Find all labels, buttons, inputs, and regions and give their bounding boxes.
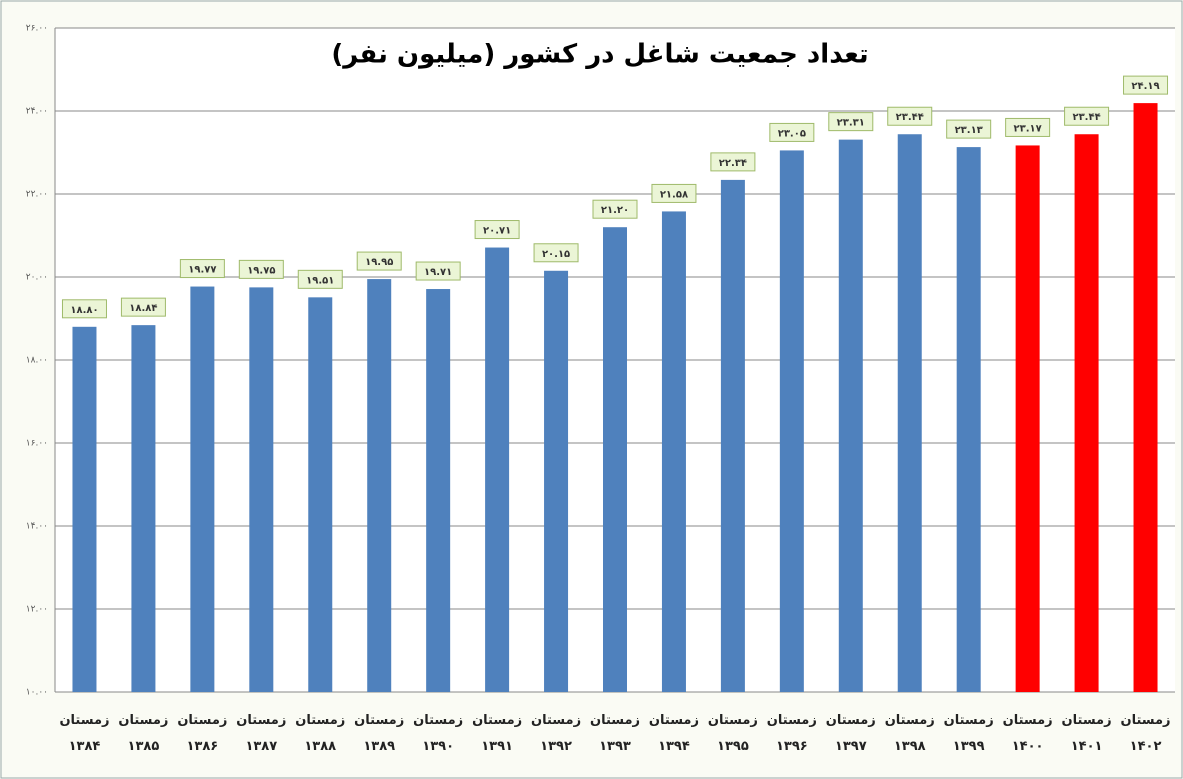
bar: [249, 287, 274, 692]
y-tick-label: ۱۲.۰۰: [26, 605, 48, 615]
x-tick-label: زمستان ۱۳۸۹: [354, 713, 405, 754]
x-tick-label: زمستان ۱۳۸۸: [295, 713, 346, 754]
y-tick-label: ۲۴.۰۰: [26, 107, 48, 117]
value-label-box: [769, 122, 815, 142]
bar: [779, 150, 804, 693]
value-label: ۲۰.۷۱: [483, 226, 511, 237]
bar: [367, 279, 392, 692]
x-tick-label: زمستان ۱۳۹۱: [472, 713, 523, 754]
value-label: ۱۹.۷۱: [424, 267, 452, 278]
x-tick-label: زمستان ۱۳۹۹: [943, 713, 994, 754]
value-label-box: [179, 259, 225, 279]
bar: [956, 147, 981, 693]
value-label-box: [474, 220, 520, 240]
bar: [308, 297, 333, 692]
value-label-box: [1123, 75, 1169, 95]
y-tick-label: ۱۴.۰۰: [26, 522, 48, 532]
value-label-box: [1064, 106, 1110, 126]
bar: [1133, 103, 1158, 693]
value-label: ۱۹.۷۵: [247, 265, 275, 276]
value-label-box: [592, 199, 638, 219]
bar: [72, 326, 97, 692]
value-label-box: [1005, 117, 1051, 137]
value-label: ۱۸.۸۴: [129, 303, 157, 314]
value-label: ۲۳.۴۴: [896, 112, 924, 123]
value-label: ۲۲.۳۴: [719, 158, 747, 169]
y-tick-label: ۱۶.۰۰: [26, 439, 48, 449]
value-label: ۲۴.۱۹: [1131, 81, 1159, 92]
x-tick-label: زمستان ۱۴۰۰: [1002, 713, 1053, 754]
x-tick-label: زمستان ۱۳۸۷: [236, 713, 287, 754]
x-tick-label: زمستان ۱۴۰۱: [1061, 713, 1112, 754]
value-label-box: [946, 119, 992, 139]
bar: [661, 211, 686, 692]
value-label: ۲۳.۴۴: [1072, 112, 1100, 123]
bar: [544, 270, 569, 692]
value-label-box: [61, 299, 107, 319]
value-label: ۲۳.۱۷: [1014, 123, 1042, 134]
bar: [720, 179, 745, 692]
value-label: ۲۳.۰۵: [778, 128, 806, 139]
x-tick-label: زمستان ۱۳۸۴: [59, 713, 110, 754]
y-tick-label: ۲۲.۰۰: [26, 190, 48, 200]
value-label: ۱۹.۹۵: [365, 257, 393, 268]
value-label-box: [887, 106, 933, 126]
chart-title: تعداد جمعیت شاغل در کشور (میلیون نفر): [331, 40, 868, 70]
value-label-box: [533, 243, 579, 263]
x-tick-label: زمستان ۱۳۹۰: [413, 713, 464, 754]
x-tick-label: زمستان ۱۴۰۲: [1120, 713, 1171, 754]
bar: [1015, 145, 1040, 692]
bar: [131, 325, 156, 692]
bar: [838, 139, 863, 692]
x-tick-label: زمستان ۱۳۹۵: [707, 713, 758, 754]
value-label-box: [120, 297, 166, 317]
value-label: ۲۳.۱۳: [955, 125, 983, 136]
y-tick-label: ۲۶.۰۰: [26, 24, 48, 34]
value-label: ۲۱.۲۰: [601, 205, 629, 216]
value-label-box: [828, 112, 874, 132]
bar: [485, 247, 510, 692]
value-label: ۲۰.۱۵: [542, 249, 570, 260]
value-label-box: [415, 261, 461, 281]
x-tick-label: زمستان ۱۳۹۳: [589, 713, 641, 754]
bar: [190, 286, 215, 692]
x-tick-label: زمستان ۱۳۹۶: [766, 713, 817, 754]
x-tick-label: زمستان ۱۳۹۷: [825, 713, 876, 754]
value-label: ۱۹.۵۱: [306, 275, 334, 286]
x-tick-label: زمستان ۱۳۹۸: [884, 713, 935, 754]
value-label-box: [710, 152, 756, 172]
y-tick-label: ۱۸.۰۰: [26, 356, 48, 366]
y-tick-label: ۱۰.۰۰: [26, 688, 48, 698]
x-tick-label: زمستان ۱۳۹۴: [648, 713, 699, 754]
x-tick-label: زمستان ۱۳۸۶: [177, 713, 228, 754]
x-tick-label: زمستان ۱۳۹۲: [531, 713, 582, 754]
bar: [603, 227, 627, 692]
bar: [1074, 134, 1099, 693]
value-label: ۲۱.۵۸: [660, 189, 688, 200]
x-tick-label: زمستان ۱۳۸۵: [118, 713, 169, 754]
bar: [897, 134, 922, 693]
y-tick-label: ۲۰.۰۰: [26, 273, 48, 283]
value-label: ۱۸.۸۰: [70, 305, 98, 316]
value-label-box: [297, 269, 343, 289]
value-label-box: [356, 251, 402, 271]
bar: [426, 289, 451, 692]
value-label-box: [651, 183, 697, 203]
value-label-box: [238, 259, 284, 279]
value-label: ۱۹.۷۷: [188, 265, 216, 276]
value-label: ۲۳.۳۱: [837, 118, 865, 129]
